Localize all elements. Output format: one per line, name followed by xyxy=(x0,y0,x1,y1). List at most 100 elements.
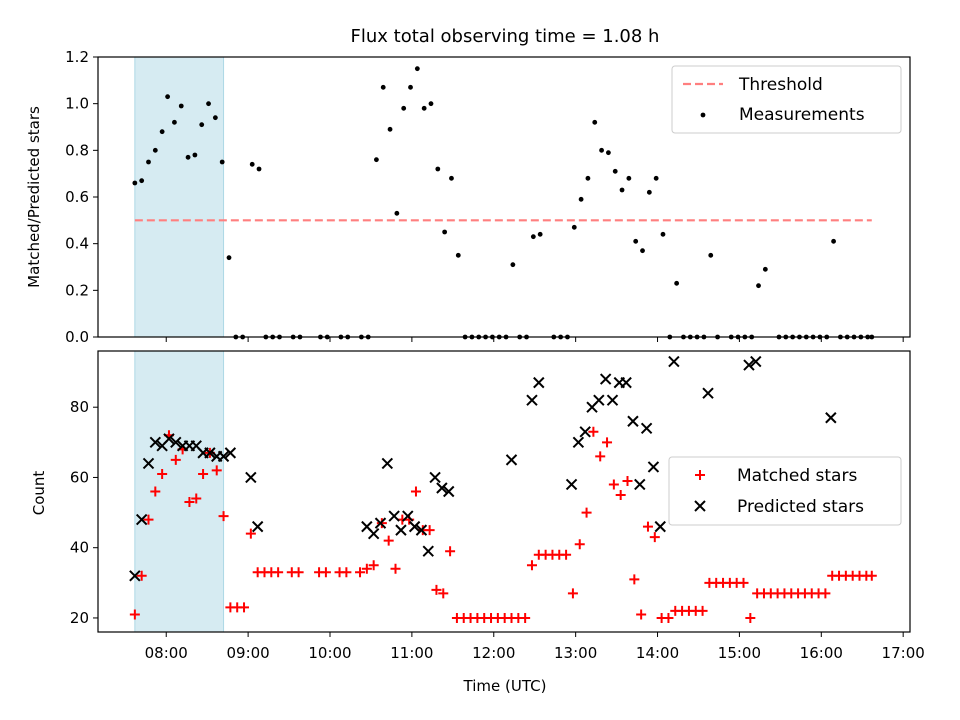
bottom-y-axis-label: Count xyxy=(30,471,48,516)
chart-title: Flux total observing time = 1.08 h xyxy=(351,26,660,47)
matched-stars-point xyxy=(211,465,222,476)
measurement-point xyxy=(165,94,171,100)
predicted-stars-point xyxy=(135,513,148,526)
predicted-stars-point xyxy=(422,545,434,557)
matched-stars-point xyxy=(383,535,394,546)
measurement-point xyxy=(653,175,659,181)
matched-stars-point xyxy=(410,486,421,497)
matched-stars-point xyxy=(239,602,250,613)
matched-stars-point xyxy=(608,479,619,490)
measurement-point xyxy=(185,154,191,160)
x-tick-label: 10:00 xyxy=(308,644,351,662)
measurement-point xyxy=(212,115,218,121)
predicted-stars-point xyxy=(415,524,428,536)
legend-measurements-label: Measurements xyxy=(739,105,865,125)
matched-stars-point xyxy=(143,514,154,525)
measurement-point xyxy=(192,152,198,158)
predicted-stars-point xyxy=(170,436,182,449)
predicted-stars-point xyxy=(593,394,605,406)
matched-stars-point xyxy=(629,574,640,585)
predicted-stars-point xyxy=(579,426,591,438)
measurement-point xyxy=(633,238,639,244)
matched-stars-point xyxy=(157,468,168,479)
x-axis-label: Time (UTC) xyxy=(463,677,547,695)
measurement-point xyxy=(152,147,158,153)
matched-stars-point xyxy=(697,605,708,616)
matched-stars-point xyxy=(150,486,161,497)
measurement-point xyxy=(762,266,768,272)
predicted-stars-point xyxy=(217,450,230,463)
predicted-stars-point xyxy=(606,394,619,406)
matched-stars-point xyxy=(520,612,531,623)
matched-stars-point xyxy=(320,567,331,578)
bottom-y-tick-label: 40 xyxy=(70,539,89,557)
measurement-point xyxy=(640,248,645,254)
measurement-point xyxy=(510,262,516,268)
measurement-point xyxy=(592,119,598,125)
matched-stars-point xyxy=(561,549,572,560)
predicted-stars-point xyxy=(565,478,578,491)
matched-stars-point xyxy=(170,454,181,465)
predicted-stars-point xyxy=(204,447,216,459)
measurement-point xyxy=(619,187,625,193)
measurement-point xyxy=(394,210,400,216)
measurement-point xyxy=(578,196,584,202)
matched-stars-point xyxy=(574,539,585,550)
matched-stars-point xyxy=(642,521,653,532)
predicted-stars-point xyxy=(245,471,257,484)
measurement-point xyxy=(831,238,836,244)
measurement-point xyxy=(585,175,591,181)
measurement-point xyxy=(401,105,407,111)
measurement-point xyxy=(178,103,184,109)
bottom-highlight-span xyxy=(134,350,225,633)
predicted-stars-point xyxy=(367,527,380,540)
predicted-stars-point xyxy=(129,570,141,582)
measurement-point xyxy=(455,252,461,258)
matched-stars-point xyxy=(649,532,660,543)
matched-stars-point xyxy=(636,609,647,620)
predicted-stars-point xyxy=(402,510,414,522)
bottom-y-tick-label: 80 xyxy=(70,398,89,416)
predicted-stars-point xyxy=(640,422,653,434)
measurement-point xyxy=(612,168,618,174)
top-highlight-span xyxy=(134,56,225,338)
top-legend-box xyxy=(671,65,902,134)
x-tick-label: 15:00 xyxy=(718,644,761,662)
x-tick-label: 11:00 xyxy=(390,644,433,662)
top-panel: Flux total observing time = 1.08 h Match… xyxy=(25,26,911,346)
matched-stars-point xyxy=(368,560,379,571)
measurement-point xyxy=(571,224,577,230)
measurement-point xyxy=(674,280,680,286)
matched-stars-point xyxy=(424,525,435,536)
matched-stars-point xyxy=(567,588,578,599)
matched-stars-point xyxy=(622,475,633,486)
matched-stars-point xyxy=(588,426,599,437)
measurement-point xyxy=(530,234,536,240)
matched-stars-point xyxy=(602,437,613,448)
measurement-point xyxy=(132,180,138,186)
bottom-panel: Count Time (UTC) 20 40 60 80 08:00 09:00 10:00… xyxy=(30,350,925,695)
matched-stars-point xyxy=(184,497,195,508)
matched-stars-point xyxy=(129,609,140,620)
matched-stars-point xyxy=(273,567,284,578)
x-tick-label: 14:00 xyxy=(636,644,679,662)
top-y-tick-label: 0.2 xyxy=(65,281,89,299)
measurement-point xyxy=(646,189,652,195)
matched-stars-point xyxy=(191,493,202,504)
measurement-point xyxy=(428,101,434,107)
measurement-point xyxy=(199,122,205,128)
measurement-point xyxy=(219,159,225,165)
predicted-stars-point xyxy=(251,520,264,533)
predicted-stars-point xyxy=(163,433,175,445)
predicted-stars-point xyxy=(443,485,455,498)
top-legend: Threshold Measurements xyxy=(671,65,902,134)
matched-stars-point xyxy=(293,567,304,578)
bottom-y-tick-label: 20 xyxy=(70,609,89,627)
predicted-stars-point xyxy=(620,376,632,389)
top-y-tick-label: 0.8 xyxy=(65,141,89,159)
matched-stars-point xyxy=(341,567,352,578)
measurement-point xyxy=(756,283,761,289)
predicted-stars-point xyxy=(142,457,155,470)
matched-stars-point xyxy=(218,511,229,522)
